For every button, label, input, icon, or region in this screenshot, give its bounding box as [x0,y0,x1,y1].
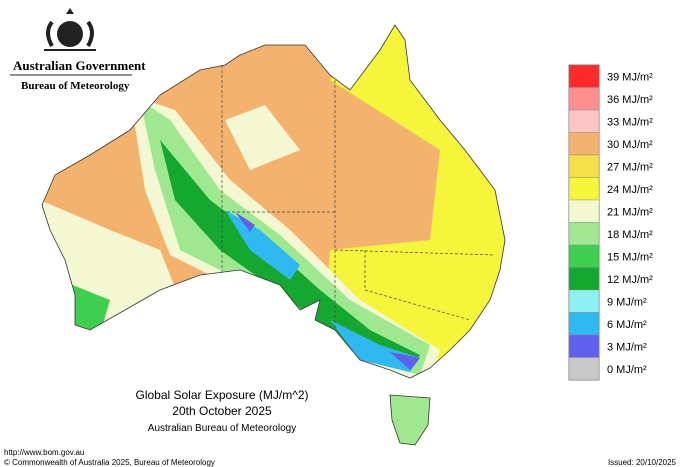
legend-swatch [568,154,600,178]
bureau: Bureau of Meteorology [21,80,130,92]
legend-swatch [568,244,600,268]
legend-swatch [568,267,600,291]
legend-swatch [568,289,600,313]
legend-label: 9 MJ/m² [607,296,647,308]
map-source: Australian Bureau of Meteorology [148,423,296,434]
legend-label: 0 MJ/m² [607,364,647,376]
legend-label: 18 MJ/m² [607,229,653,241]
legend-swatch [568,312,600,336]
legend-label: 12 MJ/m² [607,274,653,286]
state-borders [221,65,496,330]
legend-swatch [568,357,600,381]
legend-label: 15 MJ/m² [607,251,653,263]
footer-url: http://www.bom.gov.au [4,448,84,457]
legend-label: 6 MJ/m² [607,319,647,331]
coastline [41,24,506,379]
tasmania [389,394,431,446]
agency: Australian Government [13,58,146,73]
crest [44,8,96,51]
footer-copyright: © Commonwealth of Australia 2025, Bureau… [4,458,215,467]
legend-swatch [568,87,600,111]
legend-swatch [568,132,600,156]
legend-label: 39 MJ/m² [607,71,653,83]
legend-label: 3 MJ/m² [607,341,647,353]
legend-label: 21 MJ/m² [607,206,653,218]
legend-label: 24 MJ/m² [607,184,653,196]
legend-swatch [568,199,600,223]
legend-label: 33 MJ/m² [607,116,653,128]
footer-issued: Issued: 20/10/2025 [608,458,677,467]
map-date: 20th October 2025 [172,404,272,418]
legend-swatch [568,222,600,246]
legend-label: 27 MJ/m² [607,161,653,173]
legend-swatch [568,64,600,88]
legend-label: 30 MJ/m² [607,139,653,151]
legend-swatch [568,177,600,201]
legend-swatch [568,109,600,133]
legend-swatch [568,334,600,358]
legend-label: 36 MJ/m² [607,94,653,106]
legend: 39 MJ/m² 36 MJ/m² 33 MJ/m² 30 MJ/m² 27 MJ/m²… [568,64,653,381]
map-title: Global Solar Exposure (MJ/m^2) [135,388,308,402]
